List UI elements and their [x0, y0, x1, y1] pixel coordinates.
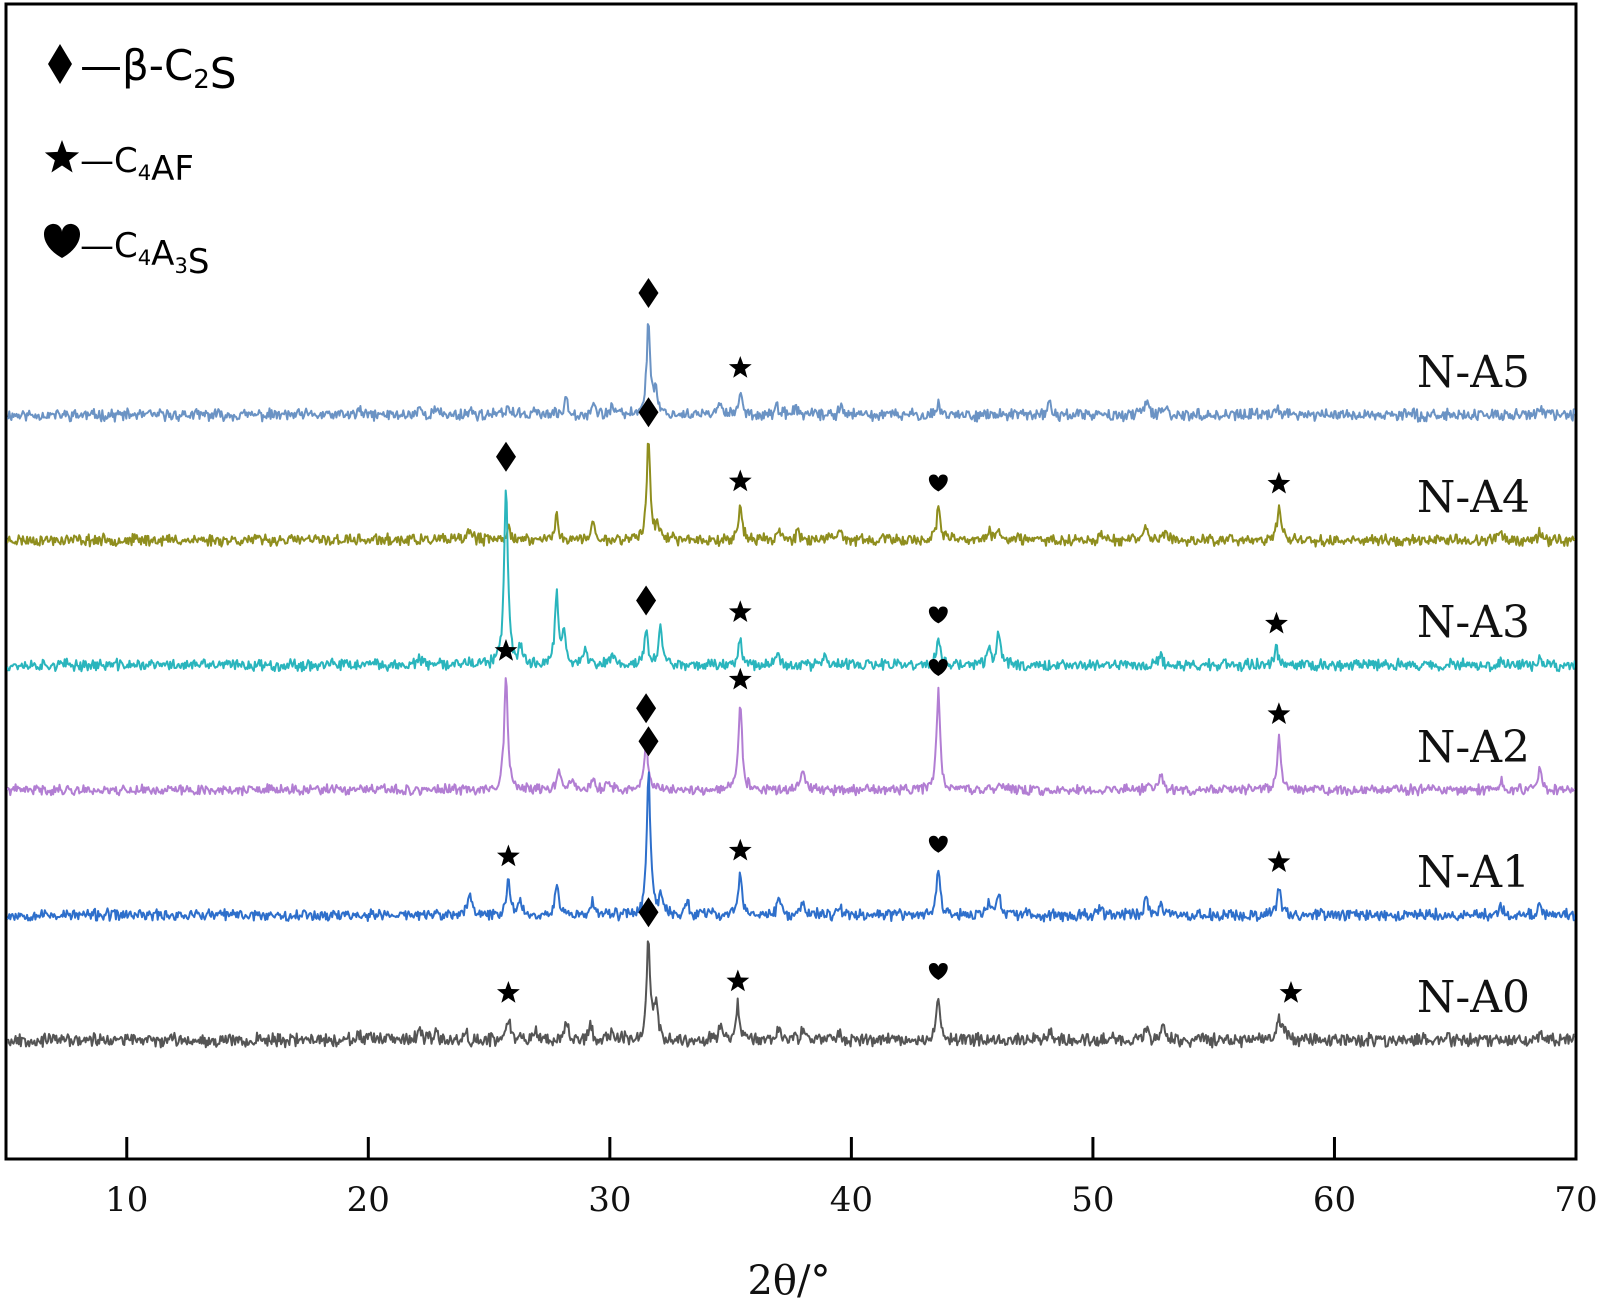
- series-labels: N-A5 N-A4 N-A3 N-A2 N-A1 N-A0: [1417, 347, 1530, 1023]
- diamond-marker: [638, 397, 659, 428]
- heart-icon: [43, 223, 81, 258]
- star-marker: [1265, 611, 1288, 634]
- legend-label: —C4A3S: [80, 226, 209, 282]
- heart-marker: [928, 835, 948, 853]
- x-tick-label: 40: [830, 1180, 873, 1220]
- legend-entry-heart: —C4A3S: [43, 223, 209, 282]
- phase-markers: [494, 278, 1303, 1003]
- star-marker: [1267, 850, 1291, 872]
- x-tick-label: 60: [1313, 1180, 1356, 1220]
- star-marker: [728, 667, 752, 690]
- legend-label: —C4AF: [80, 141, 194, 189]
- diamond-marker: [638, 726, 659, 757]
- series-line-n-a2: [7, 677, 1575, 797]
- diamond-marker: [636, 585, 657, 616]
- series-label-n-a2: N-A2: [1417, 722, 1530, 773]
- heart-marker: [928, 474, 948, 492]
- x-tick-label: 10: [105, 1180, 148, 1220]
- legend-entry-star: —C4AF: [44, 140, 194, 189]
- series-label-n-a5: N-A5: [1417, 347, 1530, 398]
- legend: —β-C2S —C4AF —C4A3S: [43, 41, 237, 282]
- series-label-n-a1: N-A1: [1417, 847, 1530, 898]
- star-marker: [1267, 702, 1291, 724]
- legend-entry-diamond: —β-C2S: [48, 41, 237, 98]
- series-label-n-a4: N-A4: [1417, 472, 1530, 523]
- star-marker: [496, 981, 520, 1003]
- x-tick-label: 50: [1071, 1180, 1114, 1220]
- star-marker: [1279, 981, 1303, 1003]
- x-axis-title: 2θ/°: [747, 1258, 830, 1304]
- star-marker: [728, 356, 752, 378]
- heart-marker: [928, 963, 948, 980]
- series-line-n-a5: [7, 323, 1575, 423]
- star-icon: [44, 140, 80, 173]
- series-line-n-a4: [7, 442, 1575, 548]
- x-tick-label: 30: [588, 1180, 631, 1220]
- star-marker: [494, 639, 518, 661]
- series-line-n-a0: [7, 940, 1575, 1049]
- diamond-marker: [638, 278, 659, 308]
- series-line-n-a1: [7, 771, 1575, 923]
- diamond-marker: [638, 897, 659, 928]
- legend-label: —β-C2S: [80, 41, 237, 98]
- x-tick-label: 70: [1554, 1180, 1597, 1220]
- x-tick-label: 20: [347, 1180, 390, 1220]
- star-marker: [728, 838, 752, 861]
- series-label-n-a3: N-A3: [1417, 597, 1530, 648]
- diamond-marker: [495, 441, 516, 472]
- plot-frame: [4, 2, 1578, 1161]
- star-marker: [728, 469, 752, 492]
- star-marker: [496, 844, 520, 867]
- series-lines: [7, 323, 1575, 1049]
- x-axis-ticks: 10 20 30 40 50 60 70: [105, 1137, 1598, 1220]
- series-line-n-a3: [7, 489, 1575, 673]
- diamond-icon: [48, 44, 72, 84]
- star-marker: [728, 600, 752, 622]
- star-marker: [726, 969, 750, 992]
- heart-marker: [928, 659, 948, 676]
- series-label-n-a0: N-A0: [1417, 972, 1530, 1023]
- heart-marker: [928, 606, 948, 624]
- star-marker: [1267, 471, 1291, 494]
- diamond-marker: [636, 693, 657, 724]
